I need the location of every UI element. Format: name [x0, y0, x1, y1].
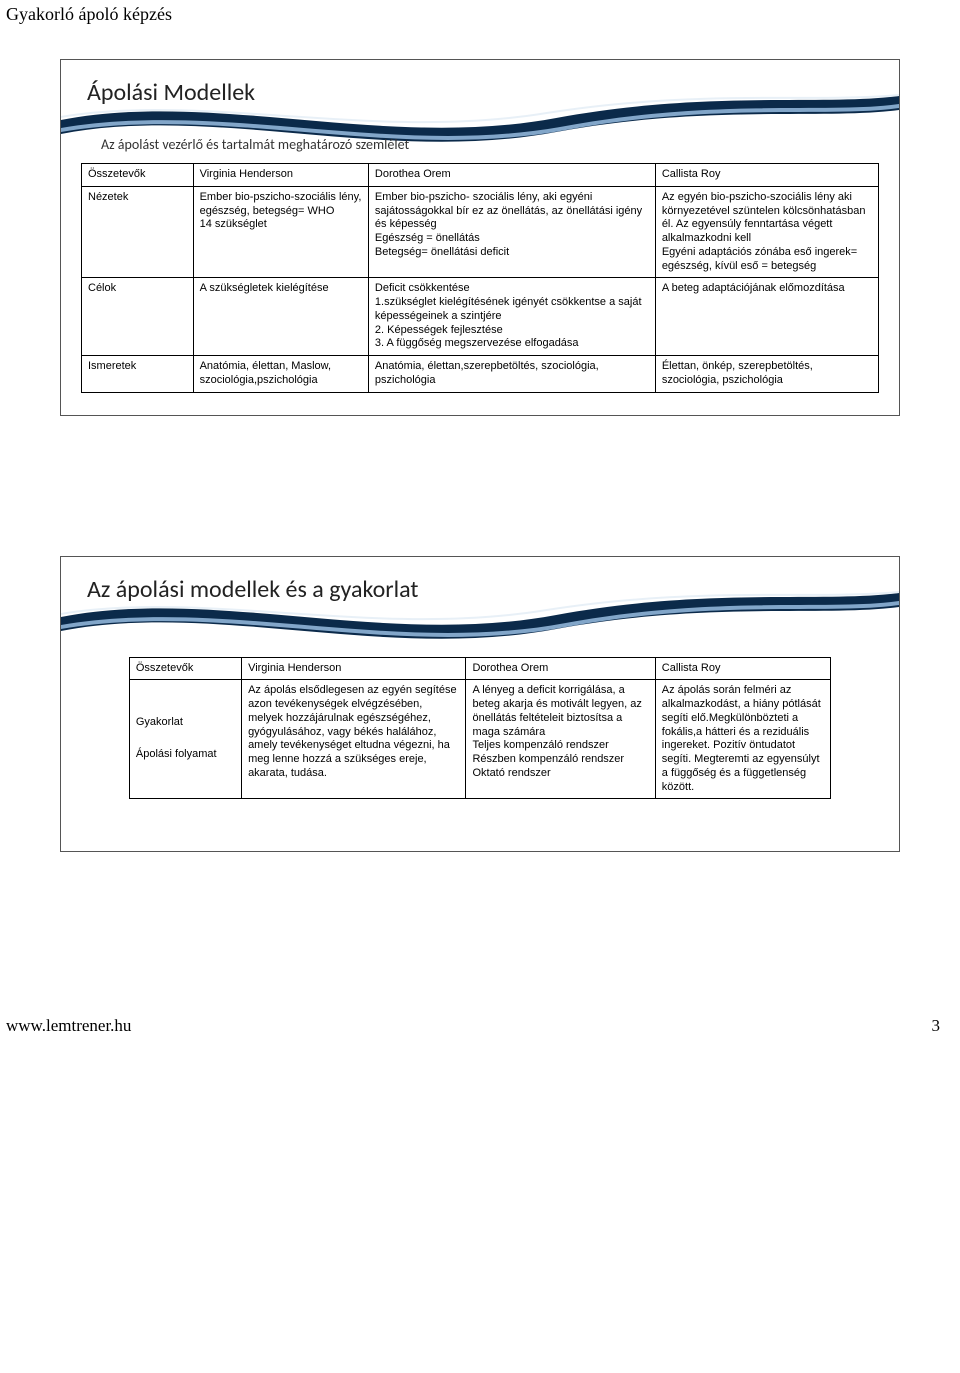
slide1-title: Ápolási Modellek	[81, 78, 879, 107]
cell: A beteg adaptációjának előmozdítása	[655, 278, 878, 356]
table-row: Ismeretek Anatómia, élettan, Maslow, szo…	[82, 356, 879, 393]
cell: A lényeg a deficit korrigálása, a beteg …	[466, 680, 655, 799]
table-row: Gyakorlat Ápolási folyamat Az ápolás els…	[129, 680, 830, 799]
col-0: Összetevők	[82, 164, 194, 187]
col-2: Dorothea Orem	[466, 657, 655, 680]
slide-1: Ápolási Modellek Az ápolást vezérlő és t…	[60, 59, 900, 416]
cell: Az egyén bio-pszicho-szociális lény aki …	[655, 186, 878, 278]
cell: Ember bio-pszicho-szociális lény, egészs…	[193, 186, 368, 278]
slide2-title: Az ápolási modellek és a gyakorlat	[81, 575, 879, 604]
slide1-table: Összetevők Virginia Henderson Dorothea O…	[81, 163, 879, 393]
page-footer: www.lemtrener.hu 3	[0, 1012, 960, 1046]
col-3: Callista Roy	[655, 164, 878, 187]
col-1: Virginia Henderson	[193, 164, 368, 187]
cell: Anatómia, élettan,szerepbetöltés, szocio…	[368, 356, 655, 393]
wave-decoration-1: Ápolási Modellek	[81, 78, 879, 138]
row-label: Ismeretek	[82, 356, 194, 393]
slide-2: Az ápolási modellek és a gyakorlat Össze…	[60, 556, 900, 853]
footer-right: 3	[932, 1016, 941, 1036]
cell: Deficit csökkentése1.szükséglet kielégít…	[368, 278, 655, 356]
page-header: Gyakorló ápoló képzés	[0, 0, 960, 29]
table-row: Célok A szükségletek kielégítése Deficit…	[82, 278, 879, 356]
table-header-row: Összetevők Virginia Henderson Dorothea O…	[82, 164, 879, 187]
slide2-table: Összetevők Virginia Henderson Dorothea O…	[129, 657, 831, 800]
row-label-b: Ápolási folyamat	[136, 748, 235, 762]
col-2: Dorothea Orem	[368, 164, 655, 187]
table-header-row: Összetevők Virginia Henderson Dorothea O…	[129, 657, 830, 680]
cell: Élettan, önkép, szerepbetöltés, szocioló…	[655, 356, 878, 393]
col-0: Összetevők	[129, 657, 241, 680]
cell: Anatómia, élettan, Maslow, szociológia,p…	[193, 356, 368, 393]
row-label: Nézetek	[82, 186, 194, 278]
col-1: Virginia Henderson	[242, 657, 466, 680]
col-3: Callista Roy	[655, 657, 830, 680]
footer-left: www.lemtrener.hu	[6, 1016, 131, 1036]
cell: Ember bio-pszicho- szociális lény, aki e…	[368, 186, 655, 278]
cell: Az ápolás során felméri az alkalmazkodás…	[655, 680, 830, 799]
wave-decoration-2: Az ápolási modellek és a gyakorlat	[81, 575, 879, 635]
table-row: Nézetek Ember bio-pszicho-szociális lény…	[82, 186, 879, 278]
slide1-subtitle: Az ápolást vezérlő és tartalmát meghatár…	[81, 136, 879, 153]
row-label-a: Gyakorlat	[136, 716, 235, 730]
row-label: Célok	[82, 278, 194, 356]
row-label-stack: Gyakorlat Ápolási folyamat	[129, 680, 241, 799]
cell: A szükségletek kielégítése	[193, 278, 368, 356]
cell: Az ápolás elsődlegesen az egyén segítése…	[242, 680, 466, 799]
